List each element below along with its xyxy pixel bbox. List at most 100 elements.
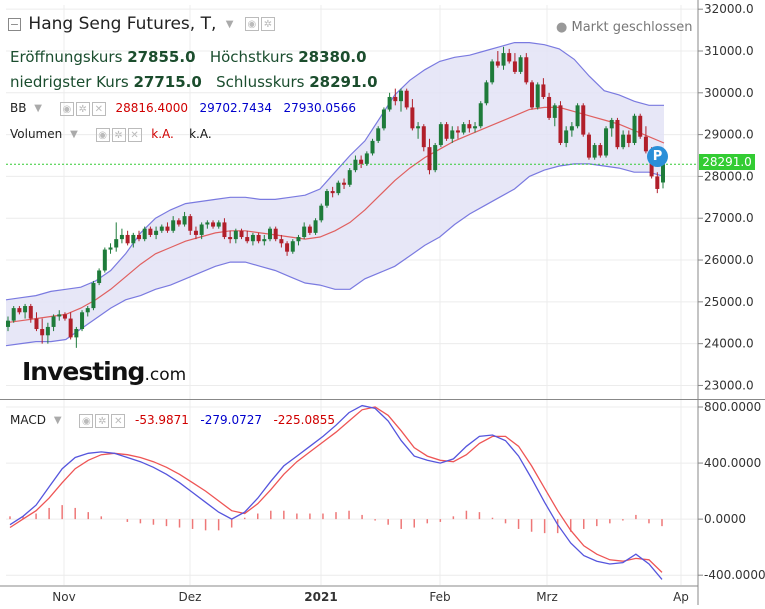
price-tick-label: 27000.0 [704, 211, 754, 225]
low-label: niedrigster Kurs [10, 73, 129, 91]
gear-icon[interactable]: ✲ [260, 17, 275, 31]
candle-body [256, 234, 261, 242]
gear-icon[interactable]: ✲ [95, 413, 110, 428]
candle-body [205, 222, 210, 225]
candle-body [530, 82, 534, 108]
candle-body [609, 119, 614, 129]
close-icon[interactable]: ✕ [127, 127, 142, 142]
ohlc-row-2: niedrigster Kurs 27715.0 Schlusskurs 282… [10, 73, 378, 91]
eye-icon[interactable]: ◉ [79, 413, 94, 428]
candle-body [552, 105, 557, 118]
volume-value-1: k.A. [151, 127, 174, 141]
last-price-label: 28291.0 [699, 154, 755, 170]
eye-icon[interactable]: ◉ [95, 127, 110, 142]
candle-body [262, 239, 267, 242]
price-tick-label: 24000.0 [704, 337, 754, 351]
macd-hist-value: -53.9871 [134, 413, 189, 427]
investing-logo: Investing.com [22, 357, 186, 386]
candle-body [444, 124, 449, 139]
candle-body [324, 191, 329, 206]
candle-body [501, 53, 506, 66]
price-tick-label: 30000.0 [704, 86, 754, 100]
candle-body [581, 105, 586, 135]
bb-upper-line [5, 42, 664, 301]
volume-value-2: k.A. [189, 127, 212, 141]
eye-icon[interactable]: ◉ [59, 101, 74, 116]
eye-icon[interactable]: ◉ [244, 17, 259, 31]
price-tick-label: 26000.0 [704, 253, 754, 267]
close-icon[interactable]: ✕ [111, 413, 126, 428]
candle-body [6, 320, 10, 327]
candle-body [245, 237, 250, 242]
candle-body [228, 237, 233, 240]
chevron-down-icon[interactable]: ▼ [225, 18, 234, 30]
candle-body [478, 103, 483, 127]
x-tick-label: Mrz [536, 590, 558, 604]
candle-body [507, 53, 512, 62]
candle-body [165, 226, 170, 231]
candle-body [569, 126, 574, 131]
candle-body [114, 239, 119, 248]
bb-indicator-row: BB ▼ ◉ ✲ ✕ 28816.4000 29702.7434 27930.056… [10, 101, 356, 116]
candle-body [541, 84, 546, 97]
candle-body [68, 318, 73, 338]
candle-body [171, 220, 176, 231]
candle-body [564, 130, 569, 143]
candle-body [643, 136, 648, 152]
candle-body [421, 126, 426, 148]
macd-tick-label: 0.0000 [704, 512, 746, 526]
macd-tick-label: 400.0000 [704, 456, 761, 470]
candle-body [438, 124, 443, 146]
candle-body [91, 283, 96, 309]
candle-body [586, 134, 591, 158]
candle-body [512, 61, 517, 72]
chevron-down-icon[interactable]: ▼ [53, 415, 62, 426]
candle-body [364, 153, 369, 164]
candle-body [535, 84, 540, 108]
candle-body [193, 230, 198, 235]
candle-body [45, 326, 50, 336]
candle-body [182, 216, 187, 225]
candle-body [558, 105, 563, 143]
high-value: 28380.0 [298, 48, 367, 66]
candle-body [393, 96, 398, 102]
candle-body [148, 228, 153, 235]
candle-body [399, 90, 403, 102]
price-tick-label: 25000.0 [704, 295, 754, 309]
macd-label: MACD [10, 413, 46, 427]
status-dot-icon: ● [556, 20, 568, 35]
high-label: Höchstkurs [209, 48, 294, 66]
gear-icon[interactable]: ✲ [75, 101, 90, 116]
candle-body [455, 130, 460, 133]
bb-mid-value: 28816.4000 [115, 101, 188, 115]
candle-body [154, 230, 159, 235]
candle-body [11, 308, 16, 321]
price-tick-label: 23000.0 [704, 378, 754, 392]
candle-body [370, 140, 375, 154]
candle-body [381, 109, 386, 129]
chevron-down-icon[interactable]: ▼ [70, 129, 78, 140]
logo-suffix: .com [144, 365, 187, 385]
open-value: 27855.0 [127, 48, 196, 66]
candle-body [490, 61, 495, 83]
x-tick-label: Nov [52, 590, 75, 604]
gear-icon[interactable]: ✲ [111, 127, 126, 142]
collapse-icon[interactable]: − [8, 17, 21, 31]
candle-body [342, 182, 347, 185]
position-badge[interactable]: P [647, 146, 668, 167]
candle-body [34, 318, 39, 330]
candle-body [119, 234, 124, 240]
candle-body [85, 308, 90, 313]
candle-body [62, 314, 67, 319]
close-icon[interactable]: ✕ [91, 101, 106, 116]
candle-body [461, 124, 466, 133]
candle-body [159, 226, 164, 231]
candle-body [450, 130, 455, 139]
candle-body [359, 159, 364, 164]
candle-body [273, 228, 278, 240]
chevron-down-icon[interactable]: ▼ [34, 103, 42, 114]
candle-body [615, 119, 620, 148]
candle-body [97, 270, 102, 284]
candle-body [632, 115, 637, 143]
